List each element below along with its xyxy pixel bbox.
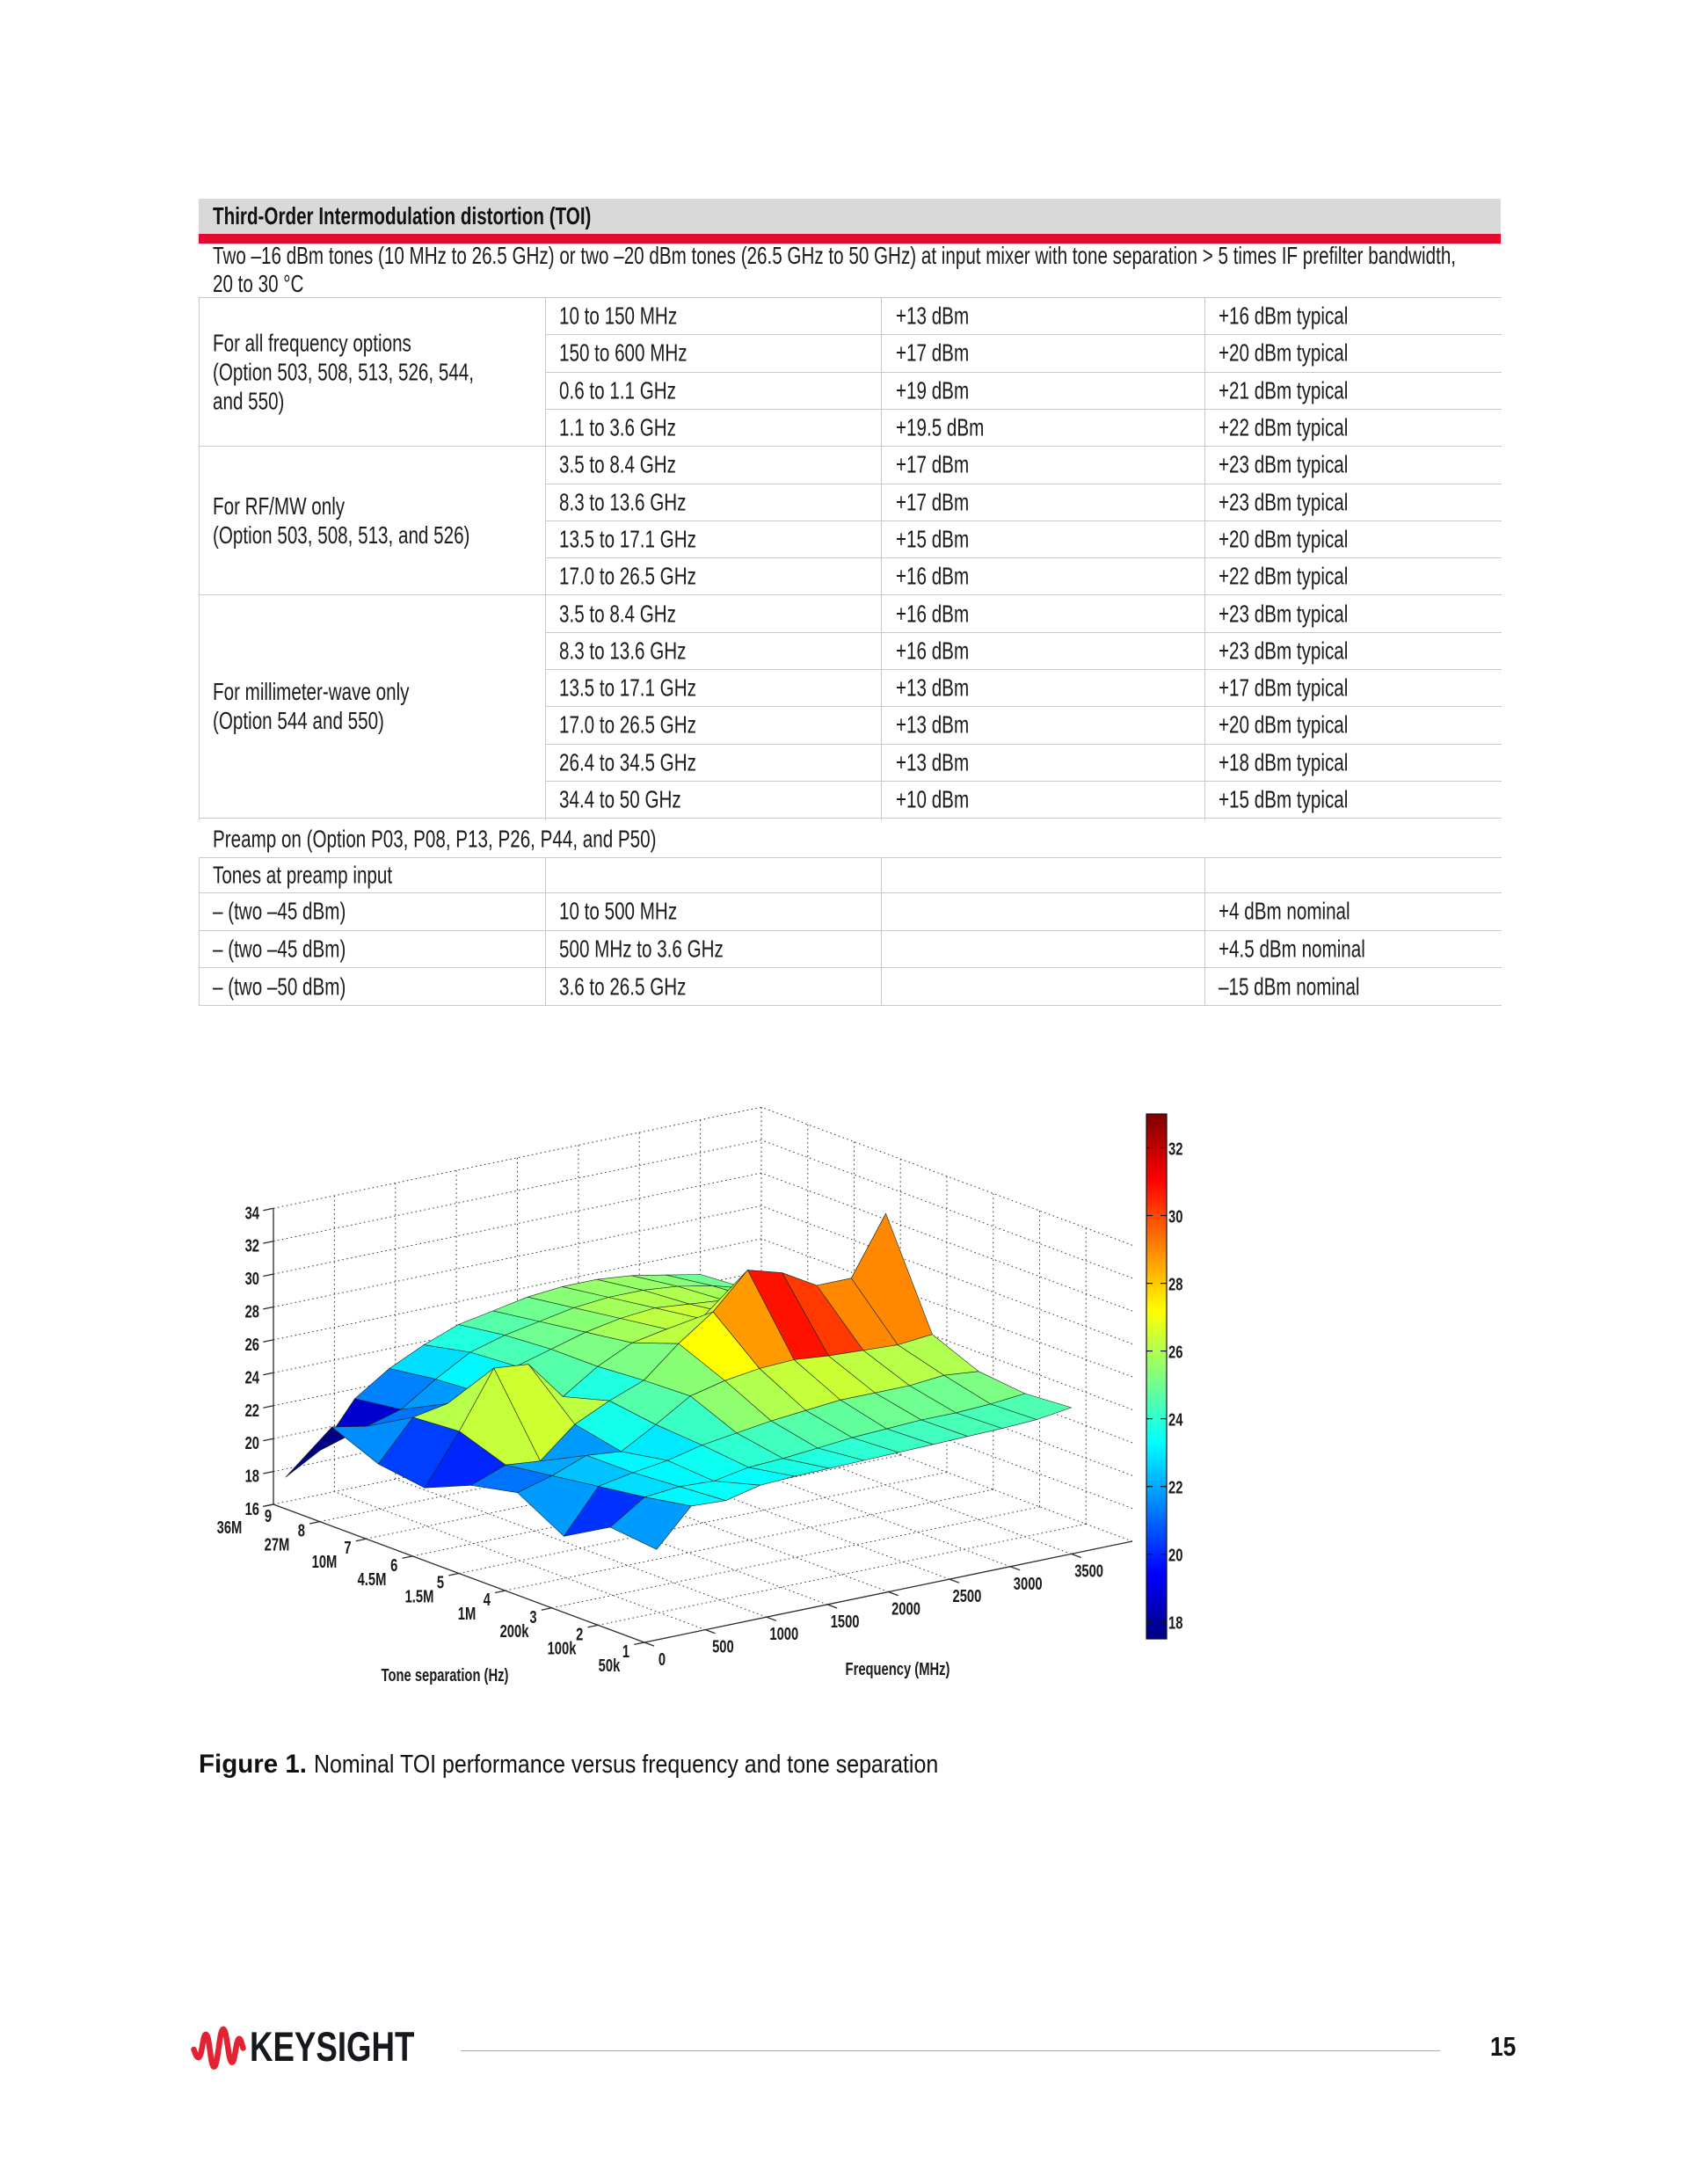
svg-text:24: 24 <box>245 1367 259 1387</box>
svg-text:4.5M: 4.5M <box>358 1569 387 1590</box>
svg-text:2: 2 <box>576 1624 583 1644</box>
svg-text:1.5M: 1.5M <box>405 1586 434 1606</box>
svg-text:24: 24 <box>1168 1409 1182 1430</box>
svg-text:9: 9 <box>265 1506 272 1526</box>
svg-text:Frequency (MHz): Frequency (MHz) <box>846 1659 950 1679</box>
svg-text:32: 32 <box>1168 1139 1182 1159</box>
svg-text:Tone separation (Hz): Tone separation (Hz) <box>382 1665 509 1685</box>
svg-text:26: 26 <box>1168 1342 1182 1362</box>
svg-text:28: 28 <box>245 1301 259 1321</box>
svg-text:27M: 27M <box>265 1534 290 1554</box>
svg-text:3: 3 <box>529 1606 536 1627</box>
svg-text:34: 34 <box>245 1203 259 1223</box>
svg-text:22: 22 <box>1168 1477 1182 1497</box>
svg-text:4: 4 <box>484 1590 491 1610</box>
svg-text:18: 18 <box>1168 1613 1182 1633</box>
svg-text:30: 30 <box>1168 1206 1182 1227</box>
svg-text:200k: 200k <box>500 1620 529 1641</box>
svg-text:26: 26 <box>245 1335 259 1355</box>
svg-text:1500: 1500 <box>831 1612 860 1632</box>
svg-text:36M: 36M <box>217 1518 243 1538</box>
svg-text:0: 0 <box>658 1649 666 1670</box>
svg-text:3500: 3500 <box>1074 1561 1103 1581</box>
svg-text:1: 1 <box>622 1642 629 1662</box>
svg-text:10M: 10M <box>312 1552 338 1572</box>
svg-text:20: 20 <box>1168 1545 1182 1565</box>
svg-text:16: 16 <box>245 1499 259 1519</box>
svg-text:8: 8 <box>298 1520 305 1540</box>
svg-text:2000: 2000 <box>891 1598 920 1619</box>
svg-text:22: 22 <box>245 1400 259 1420</box>
svg-text:20: 20 <box>245 1433 259 1453</box>
svg-text:500: 500 <box>712 1636 734 1656</box>
svg-text:2500: 2500 <box>952 1586 981 1606</box>
svg-text:32: 32 <box>245 1235 259 1256</box>
svg-text:7: 7 <box>344 1538 351 1558</box>
svg-text:28: 28 <box>1168 1274 1182 1294</box>
svg-text:6: 6 <box>390 1555 397 1576</box>
svg-text:100k: 100k <box>548 1638 577 1658</box>
svg-text:3000: 3000 <box>1014 1573 1043 1593</box>
svg-text:50k: 50k <box>599 1656 621 1676</box>
svg-text:30: 30 <box>245 1269 259 1289</box>
svg-text:18: 18 <box>245 1466 259 1486</box>
svg-text:1000: 1000 <box>769 1624 798 1644</box>
svg-text:1M: 1M <box>458 1604 477 1624</box>
svg-text:5: 5 <box>437 1572 444 1592</box>
